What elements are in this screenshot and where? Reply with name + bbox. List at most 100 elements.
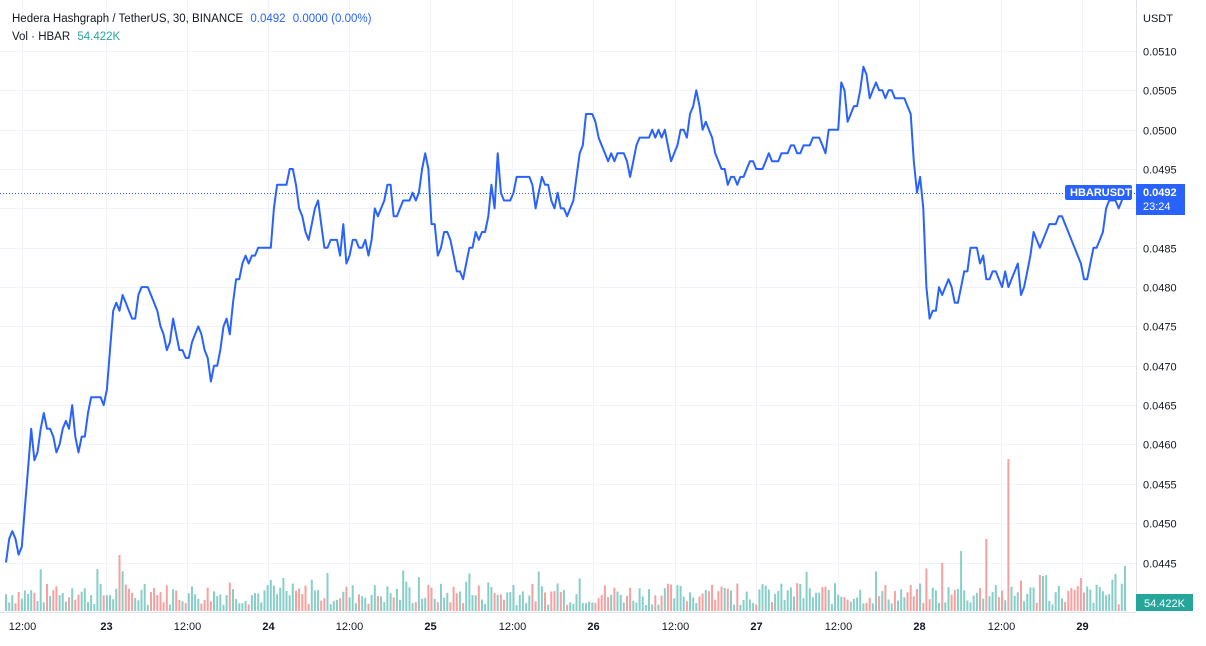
volume-bar xyxy=(427,584,430,611)
volume-bar xyxy=(342,591,345,611)
volume-bar xyxy=(916,589,918,611)
volume-bar xyxy=(966,600,969,611)
volume-bar xyxy=(1105,595,1108,611)
x-tick-label: 28 xyxy=(913,621,925,633)
volume-bar xyxy=(187,593,190,611)
price-axis[interactable]: 0.05100.05050.05000.04950.04900.04850.04… xyxy=(1143,47,1177,571)
chart-legend-main[interactable]: Hedera Hashgraph / TetherUS, 30, BINANCE… xyxy=(12,13,375,25)
volume-bar xyxy=(257,593,260,611)
volume-bar xyxy=(1035,602,1038,611)
volume-bar xyxy=(919,583,922,611)
volume-bar xyxy=(361,596,364,611)
volume-bar xyxy=(172,589,175,611)
volume-bar xyxy=(175,590,178,611)
volume-bar xyxy=(1013,595,1016,611)
volume-bar xyxy=(849,601,852,611)
volume-bar xyxy=(465,581,468,611)
volume-bar xyxy=(607,597,610,611)
volume-bar xyxy=(881,591,884,611)
volume-bar xyxy=(499,594,502,611)
volume-bar xyxy=(310,579,313,611)
volume-bar xyxy=(509,592,512,611)
volume-bar xyxy=(1020,580,1022,611)
volume-bar xyxy=(588,601,591,611)
volume-bar xyxy=(399,599,401,611)
volume-bar xyxy=(276,594,279,611)
volume-bar xyxy=(124,584,127,611)
volume-bar xyxy=(1029,587,1032,611)
volume-bar xyxy=(99,584,102,611)
volume-bar xyxy=(197,598,200,611)
volume-bar xyxy=(1061,598,1063,611)
volume-bar xyxy=(462,603,465,611)
volume-bar xyxy=(332,601,335,611)
volume-bar xyxy=(250,595,253,611)
volume-bar xyxy=(931,587,934,611)
x-tick-label: 27 xyxy=(750,621,762,633)
volume-bar xyxy=(575,594,578,611)
volume-bar xyxy=(805,571,808,611)
volume-bar xyxy=(153,588,156,611)
volume-bar xyxy=(127,588,130,611)
volume-bar xyxy=(796,583,799,611)
volume-bar xyxy=(887,599,890,611)
volume-bar xyxy=(317,590,320,611)
volume-bar xyxy=(682,596,685,611)
volume-bar xyxy=(329,604,332,611)
x-tick-label: 24 xyxy=(262,621,275,633)
volume-bar xyxy=(421,598,424,611)
volume-bar xyxy=(613,587,616,611)
volume-bar xyxy=(619,594,622,611)
volume-bar xyxy=(852,598,855,611)
volume-bar xyxy=(115,588,118,611)
volume-bar xyxy=(159,592,162,611)
volume-bar xyxy=(216,596,219,611)
chart-legend-volume[interactable]: Vol · HBAR 54.422K xyxy=(12,31,124,43)
volume-bar xyxy=(868,597,871,611)
volume-bar xyxy=(131,592,134,611)
volume-bar xyxy=(569,602,572,611)
volume-bar xyxy=(534,601,537,611)
volume-bar xyxy=(1083,592,1085,611)
volume-bar xyxy=(90,595,93,611)
y-tick-label: 0.0450 xyxy=(1143,519,1177,531)
x-tick-label: 23 xyxy=(100,621,112,633)
volume-bar xyxy=(644,605,647,611)
volume-bar xyxy=(77,594,80,611)
volume-bar xyxy=(272,585,275,611)
volume-bar xyxy=(745,591,748,611)
volume-bar xyxy=(503,599,505,611)
volume-bar xyxy=(657,604,660,611)
volume-bar xyxy=(528,595,531,611)
volume-bar xyxy=(493,593,496,611)
volume-bar xyxy=(222,604,225,611)
x-tick-label: 12:00 xyxy=(174,621,202,633)
time-axis[interactable]: 12:00 23 12:00 24 12:00 25 12:00 26 12:00 27 12:00… xyxy=(9,621,1089,633)
volume-bar xyxy=(11,595,14,611)
volume-bar xyxy=(622,602,625,611)
volume-bar xyxy=(695,603,698,611)
volume-bar xyxy=(58,595,61,611)
volume-bar xyxy=(213,591,215,611)
volume-bar xyxy=(436,602,439,611)
volume-bar xyxy=(36,601,39,611)
volume-bar xyxy=(953,590,956,611)
volume-bar xyxy=(1057,586,1060,611)
volume-bar xyxy=(20,598,23,611)
volume-bar xyxy=(1095,584,1098,611)
volume-bar xyxy=(1051,604,1054,611)
volume-bar xyxy=(143,584,146,611)
volume-bar xyxy=(771,602,773,611)
volume-bar xyxy=(1089,589,1092,611)
volume-bar xyxy=(600,594,603,611)
volume-bar xyxy=(364,597,367,611)
volume-bar xyxy=(780,583,783,611)
volume-bar xyxy=(203,599,206,611)
volume-bar xyxy=(402,570,405,611)
volume-bar xyxy=(525,603,528,611)
y-tick-label: 0.0510 xyxy=(1143,47,1177,59)
volume-bar xyxy=(597,598,600,611)
volume-bar xyxy=(1023,601,1026,611)
volume-bar xyxy=(370,595,373,611)
